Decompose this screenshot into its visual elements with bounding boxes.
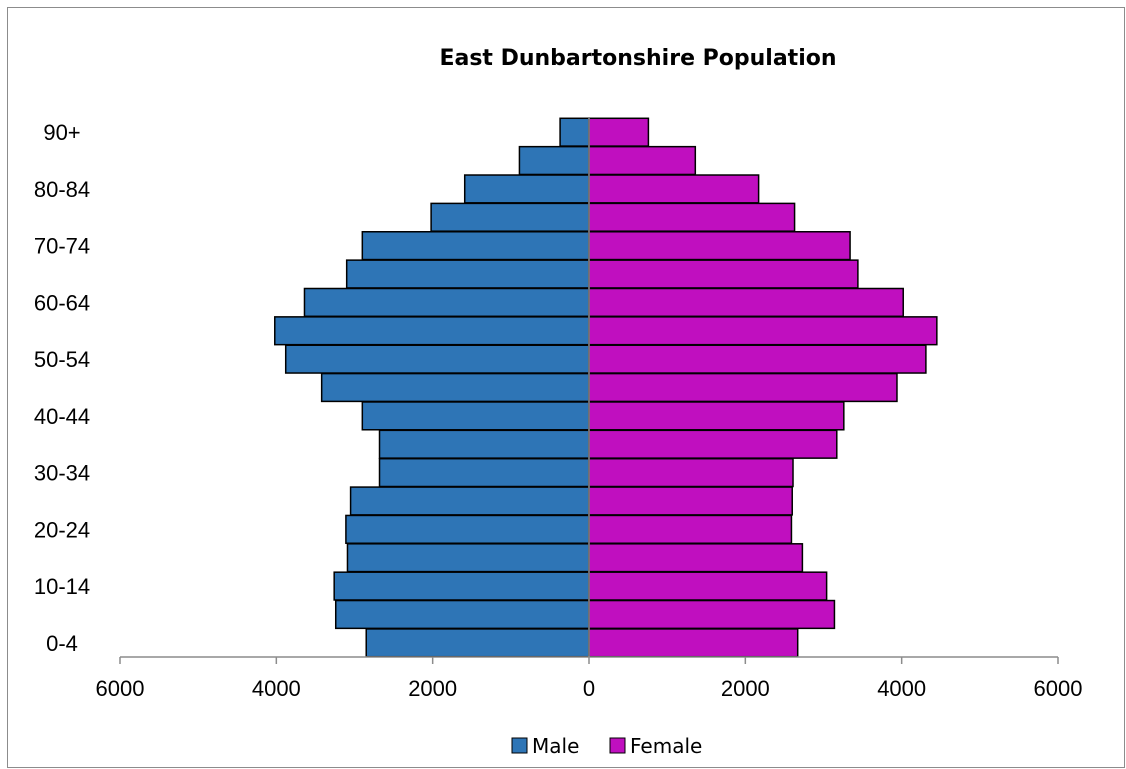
bar-male-5-9 (334, 599, 590, 630)
y-tick-label: 60-64 (34, 290, 90, 315)
bar-female-10-14 (588, 571, 828, 601)
y-tick-label: 40-44 (34, 404, 90, 429)
chart-frame (7, 7, 1125, 768)
bar-male-55-59 (274, 316, 590, 346)
bar-female-90+ (588, 117, 650, 147)
legend-label-male: Male (532, 734, 579, 758)
x-tick-label: 4000 (252, 676, 301, 701)
y-tick-labels: 0-4 10-14 20-24 30-34 40-44 50-54 60-64 70-74 80… (34, 120, 90, 656)
y-tick-label: 0-4 (46, 631, 78, 656)
legend-swatch-male (511, 737, 528, 754)
bar-male-0-4 (365, 628, 590, 658)
bar-male-15-19 (346, 543, 590, 573)
bar-male-75-79 (430, 202, 590, 232)
bar-female-25-29 (588, 486, 793, 516)
bar-female-45-49 (588, 372, 898, 403)
bar-female-15-19 (588, 543, 804, 573)
bar-male-50-54 (284, 344, 590, 374)
bar-female-0-4 (588, 628, 799, 658)
bars-layer (274, 117, 938, 658)
axis-layer: 6000 4000 2000 0 2000 4000 6000 (96, 118, 1083, 701)
bar-male-10-14 (333, 571, 590, 601)
bar-female-70-74 (588, 231, 851, 261)
bar-male-70-74 (361, 231, 590, 261)
legend-swatch-female (609, 737, 626, 754)
bar-female-75-79 (588, 202, 796, 232)
y-tick-label: 80-84 (34, 177, 90, 202)
bar-male-85-89 (518, 145, 590, 176)
bar-female-35-39 (588, 429, 838, 459)
y-tick-label: 70-74 (34, 234, 90, 259)
y-tick-label: 50-54 (34, 347, 90, 372)
bar-female-65-69 (588, 259, 859, 289)
bar-female-5-9 (588, 599, 836, 630)
bar-female-55-59 (588, 316, 938, 346)
bar-male-45-49 (320, 372, 590, 403)
bar-female-85-89 (588, 145, 697, 176)
x-tick-label: 0 (583, 676, 595, 701)
y-tick-label: 30-34 (34, 461, 90, 486)
legend-label-female: Female (630, 734, 702, 758)
bar-female-20-24 (588, 514, 793, 544)
bar-male-30-34 (378, 457, 590, 488)
bar-male-35-39 (378, 429, 590, 459)
y-tick-label: 10-14 (34, 574, 90, 599)
y-tick-label: 20-24 (34, 517, 90, 542)
bar-male-90+ (559, 117, 590, 147)
x-tick-label: 6000 (1034, 676, 1083, 701)
x-tick-label: 2000 (408, 676, 457, 701)
bar-male-65-69 (345, 259, 590, 289)
y-tick-label: 90+ (43, 120, 80, 145)
chart-title: East Dunbartonshire Population (439, 46, 836, 71)
bar-female-50-54 (588, 344, 927, 374)
bar-male-80-84 (463, 174, 590, 204)
bar-female-40-44 (588, 401, 845, 431)
bar-female-60-64 (588, 287, 904, 318)
bar-male-40-44 (361, 401, 590, 431)
bar-male-60-64 (303, 287, 590, 318)
x-tick-label: 2000 (721, 676, 770, 701)
bar-male-25-29 (349, 486, 590, 516)
bar-female-80-84 (588, 174, 760, 204)
legend: Male Female (511, 734, 702, 758)
bar-female-30-34 (588, 457, 794, 488)
x-tick-label: 6000 (96, 676, 145, 701)
x-tick-label: 4000 (877, 676, 926, 701)
bar-male-20-24 (345, 514, 590, 544)
